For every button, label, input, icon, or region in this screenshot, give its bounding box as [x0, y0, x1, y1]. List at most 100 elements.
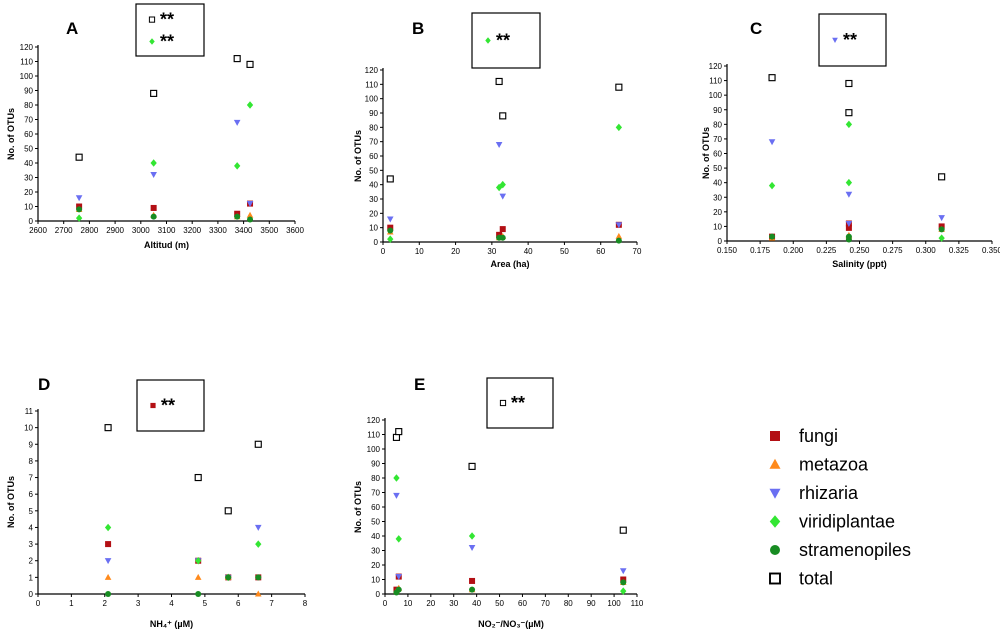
total-point	[768, 74, 776, 82]
legend-metazoa-label: metazoa	[799, 455, 869, 475]
rhizaria-point	[386, 216, 394, 223]
x-axis-label: Altitud (m)	[144, 240, 189, 250]
y-tick-label: 120	[367, 416, 381, 425]
significance-label: **	[843, 30, 857, 50]
x-tick-label: 0.200	[783, 246, 804, 255]
panel-e	[382, 418, 638, 597]
rhizaria-point	[845, 191, 853, 198]
x-tick-label: 3000	[132, 226, 150, 235]
metazoa-point	[246, 211, 254, 218]
legend-rhizaria-marker	[769, 488, 781, 499]
stramenopiles-point	[234, 213, 241, 220]
legend-total-label: total	[799, 569, 833, 589]
stramenopiles-point	[938, 226, 945, 233]
x-tick-label: 3200	[183, 226, 201, 235]
y-tick-label: 20	[371, 561, 380, 570]
stramenopiles-point	[845, 236, 852, 243]
significance-marker	[150, 402, 156, 409]
y-tick-label: 10	[24, 203, 33, 212]
total-point	[499, 112, 507, 120]
legend-viridiplantae-marker	[769, 515, 781, 528]
y-tick-label: 80	[371, 474, 380, 483]
metazoa-point	[254, 590, 262, 597]
fungi-point	[845, 224, 852, 231]
x-tick-label: 0.175	[750, 246, 771, 255]
viridiplantae-point	[255, 540, 262, 548]
total-point	[619, 526, 627, 534]
y-tick-label: 110	[20, 58, 33, 67]
axes	[384, 418, 637, 595]
y-tick-label: 100	[709, 91, 723, 100]
x-tick-label: 0	[381, 247, 386, 256]
panel-label: D	[38, 375, 50, 394]
y-axis-label: No. of OTUs	[6, 108, 16, 160]
y-tick-label: 2	[29, 557, 34, 566]
y-tick-label: 50	[24, 145, 33, 154]
y-tick-label: 100	[365, 95, 379, 104]
legend-total-marker	[769, 572, 781, 585]
x-tick-label: 2600	[29, 226, 47, 235]
y-tick-label: 60	[24, 130, 33, 139]
significance-box	[136, 379, 205, 432]
significance-label: **	[160, 31, 174, 51]
panel-label: C	[750, 19, 762, 38]
rhizaria-point	[393, 492, 400, 499]
x-tick-label: 50	[495, 599, 504, 608]
panel-label: A	[66, 19, 78, 38]
x-tick-label: 50	[560, 247, 569, 256]
total-point	[395, 428, 403, 436]
x-tick-label: 2700	[55, 226, 73, 235]
x-tick-label: 2900	[106, 226, 124, 235]
y-axis-label: No. of OTUs	[353, 481, 363, 533]
viridiplantae-point	[845, 120, 853, 129]
rhizaria-point	[395, 574, 403, 581]
viridiplantae-point	[395, 535, 402, 543]
y-tick-label: 110	[709, 77, 722, 86]
y-tick-label: 40	[371, 532, 380, 541]
metazoa-point	[615, 232, 623, 239]
stramenopiles-point	[105, 591, 112, 597]
rhizaria-point	[845, 220, 853, 227]
y-tick-label: 110	[365, 80, 378, 89]
axes	[37, 409, 305, 595]
total-point	[150, 89, 158, 97]
fungi-point	[105, 541, 112, 548]
rhizaria-point	[619, 568, 627, 575]
y-tick-label: 30	[369, 195, 378, 204]
rhizaria-point	[254, 524, 262, 531]
x-tick-label: 1	[69, 599, 74, 608]
y-tick-label: 60	[369, 152, 378, 161]
x-tick-label: 7	[269, 599, 274, 608]
x-tick-label: 2	[103, 599, 108, 608]
y-axis-label: No. of OTUs	[353, 130, 363, 182]
y-tick-label: 50	[371, 518, 380, 527]
legend-fungi-label: fungi	[799, 426, 838, 446]
viridiplantae-point	[499, 180, 506, 189]
x-tick-label: 2800	[81, 226, 99, 235]
y-tick-label: 70	[24, 116, 33, 125]
total-point	[104, 424, 112, 432]
total-point	[224, 507, 232, 515]
panel-c	[724, 64, 993, 244]
total-point	[246, 60, 254, 68]
total-point	[845, 79, 853, 88]
y-tick-label: 50	[713, 164, 722, 173]
significance-marker	[148, 16, 156, 23]
viridiplantae-point	[234, 162, 241, 170]
x-tick-label: 40	[524, 247, 533, 256]
stramenopiles-point	[395, 586, 402, 593]
x-tick-label: 10	[403, 599, 412, 608]
legend-viridiplantae-label: viridiplantae	[799, 512, 895, 532]
x-tick-label: 0.250	[849, 246, 870, 255]
y-tick-label: 7	[29, 474, 34, 483]
significance-box	[486, 377, 554, 429]
panel-label: B	[412, 19, 424, 38]
x-tick-label: 60	[596, 247, 605, 256]
y-tick-label: 0	[29, 217, 34, 226]
total-point	[938, 173, 946, 181]
x-tick-label: 20	[426, 599, 435, 608]
stramenopiles-point	[150, 213, 157, 220]
x-tick-label: 30	[449, 599, 458, 608]
y-tick-label: 40	[369, 181, 378, 190]
x-tick-label: 100	[607, 599, 621, 608]
